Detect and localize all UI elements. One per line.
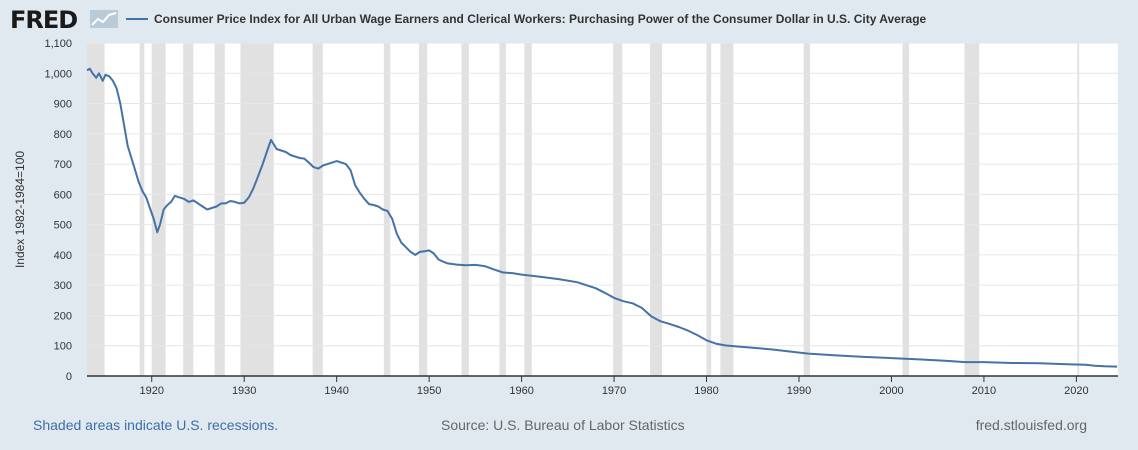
y-tick-label: 700 — [54, 159, 72, 171]
recession-band — [902, 43, 910, 376]
recession-band — [524, 43, 532, 376]
y-tick-label: 400 — [54, 250, 72, 262]
recession-band — [499, 43, 506, 376]
y-tick-label: 100 — [54, 341, 72, 353]
y-axis-ticks: 0 100 200 300 400 500 600 700 800 900 1,000 1,100 — [44, 38, 72, 383]
recession-band — [650, 43, 663, 376]
y-axis-title-group: Index 1982-1984=100 — [13, 151, 27, 268]
recession-band — [706, 43, 712, 376]
recession-band — [720, 43, 734, 376]
x-tick-label: 2000 — [879, 385, 903, 397]
fred-graph-icon — [90, 10, 118, 28]
recession-band — [461, 43, 469, 376]
recession-band — [1077, 43, 1080, 376]
recession-band — [964, 43, 980, 376]
recession-band — [312, 43, 323, 376]
series-line — [86, 67, 1118, 368]
recession-band — [183, 43, 194, 376]
recession-band — [139, 43, 145, 376]
gridlines — [87, 42, 1118, 347]
x-tick-label: 1970 — [602, 385, 626, 397]
y-tick-label: 200 — [54, 310, 72, 322]
y-tick-label: 1,100 — [44, 38, 72, 50]
source-note: Source: U.S. Bureau of Labor Statistics — [441, 417, 685, 433]
y-axis-title: Index 1982-1984=100 — [13, 151, 27, 268]
x-tick-label: 2020 — [1064, 385, 1088, 397]
y-tick-label: 600 — [54, 189, 72, 201]
y-tick-label: 800 — [54, 129, 72, 141]
legend-line-swatch — [126, 18, 148, 20]
recession-bands — [87, 43, 1080, 376]
x-tick-label: 1950 — [417, 385, 441, 397]
x-tick-label: 1960 — [509, 385, 533, 397]
recession-band — [613, 43, 623, 376]
y-tick-label: 900 — [54, 99, 72, 111]
series-title[interactable]: Consumer Price Index for All Urban Wage … — [154, 12, 927, 26]
x-tick-label: 1990 — [787, 385, 811, 397]
x-tick-label: 1920 — [139, 385, 163, 397]
recession-note[interactable]: Shaded areas indicate U.S. recessions. — [33, 417, 279, 433]
fred-logo[interactable]: FRED — [10, 6, 78, 34]
recession-band — [151, 43, 166, 376]
y-tick-label: 0 — [66, 371, 72, 383]
x-tick-label: 1930 — [232, 385, 256, 397]
chart-header: FRED Consumer Price Index for All Urban … — [10, 4, 1130, 34]
recession-band — [87, 43, 105, 376]
site-link[interactable]: fred.stlouisfed.org — [975, 417, 1087, 433]
recession-band — [383, 43, 391, 376]
series-lines — [86, 67, 1118, 368]
x-tick-label: 2010 — [972, 385, 996, 397]
y-tick-label: 1,000 — [44, 68, 72, 80]
x-tick-label: 1980 — [694, 385, 718, 397]
recession-band — [418, 43, 428, 376]
recession-band — [240, 43, 274, 376]
x-axis-ticks: 1920 1930 1940 1950 1960 1970 1980 1990 2000 2010… — [87, 375, 1118, 397]
y-tick-label: 500 — [54, 220, 72, 232]
recession-band — [214, 43, 225, 376]
y-tick-label: 300 — [54, 280, 72, 292]
x-tick-label: 1940 — [324, 385, 348, 397]
recession-band — [803, 43, 811, 376]
